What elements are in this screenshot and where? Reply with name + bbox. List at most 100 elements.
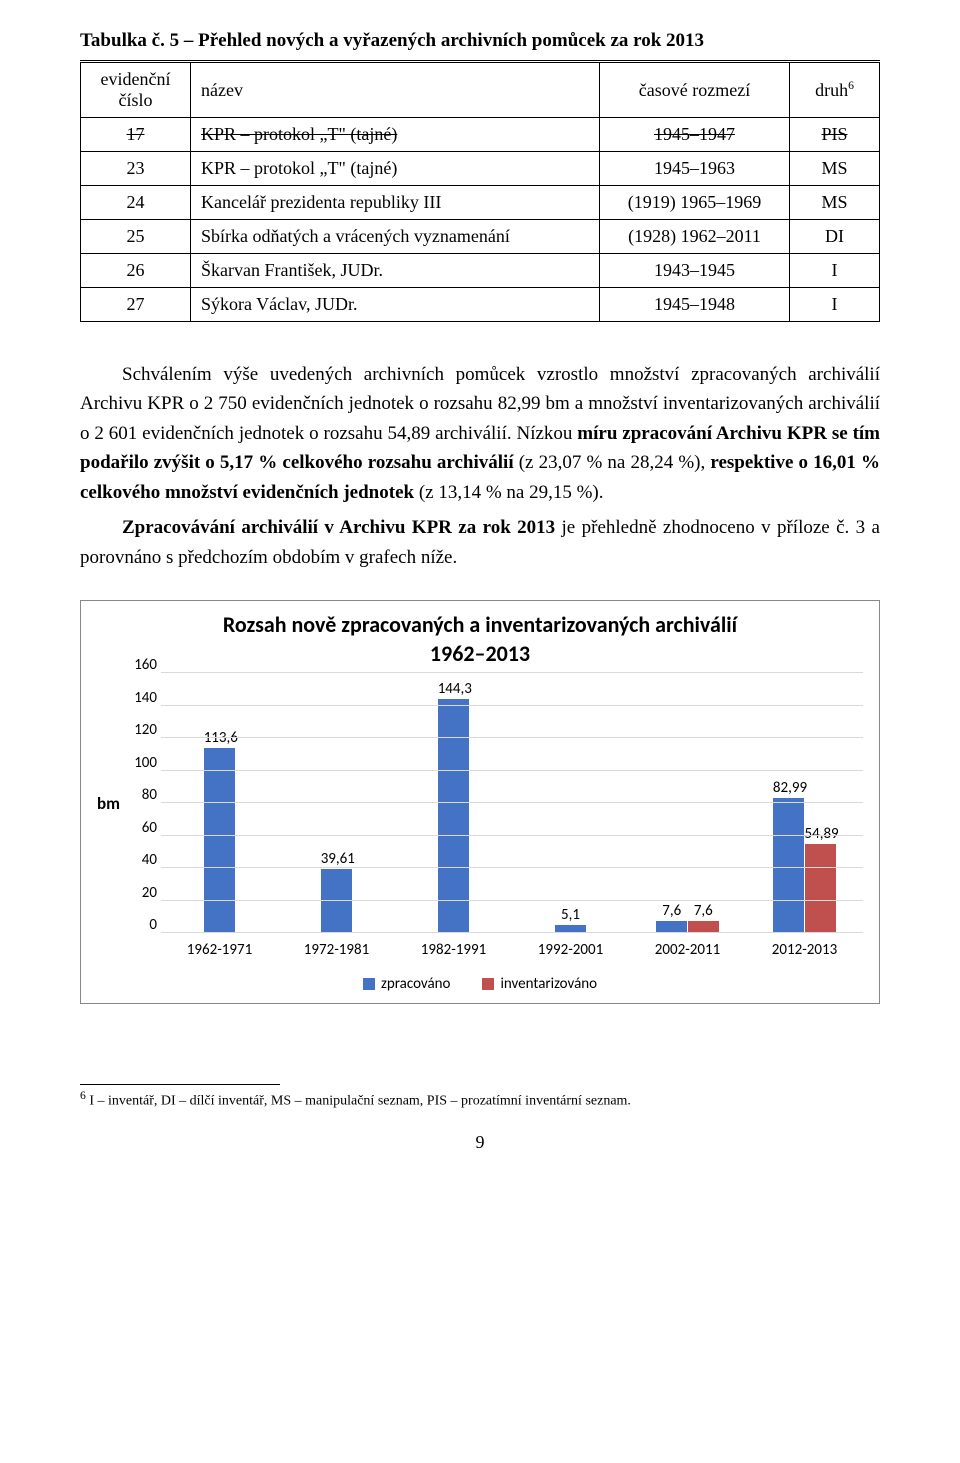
cell-time: (1928) 1962–2011 <box>600 220 790 254</box>
th-ev-line1: evidenční <box>101 69 171 89</box>
table-row: 23KPR – protokol „T" (tajné)1945–1963MS <box>81 152 880 186</box>
legend-label: inventarizováno <box>500 975 597 993</box>
gridline <box>161 737 863 738</box>
cell-name: Škarvan František, JUDr. <box>191 254 600 288</box>
legend-swatch <box>363 978 375 990</box>
table-row: 27Sýkora Václav, JUDr.1945–1948I <box>81 288 880 322</box>
chart-title: Rozsah nově zpracovaných a inventarizova… <box>97 611 863 638</box>
report-table: evidenční číslo název časové rozmezí dru… <box>80 60 880 322</box>
th-druh-label: druh <box>815 80 848 100</box>
x-tick-label: 1992-2001 <box>512 933 629 959</box>
bar: 82,99 <box>773 798 805 933</box>
bar: 39,61 <box>321 869 353 933</box>
bar-label: 7,6 <box>656 902 688 920</box>
legend-swatch <box>482 978 494 990</box>
bar-label: 5,1 <box>555 906 587 924</box>
legend-label: zpracováno <box>381 975 451 993</box>
cell-name: KPR – protokol „T" (tajné) <box>191 118 600 152</box>
legend-item: zpracováno <box>363 975 451 993</box>
cell-name: KPR – protokol „T" (tajné) <box>191 152 600 186</box>
footnote-text: I – inventář, DI – dílčí inventář, MS – … <box>86 1094 631 1109</box>
x-axis-labels: 1962-19711972-19811982-19911992-20012002… <box>161 933 863 959</box>
body-text-block: Schválením výše uvedených archivních pom… <box>80 360 880 572</box>
category: 113,6 <box>161 673 278 933</box>
cell-name: Sbírka odňatých a vrácených vyznamenání <box>191 220 600 254</box>
th-ev: evidenční číslo <box>81 62 191 118</box>
bar-label: 7,6 <box>688 902 720 920</box>
chart-area: bm 020406080100120140160 113,6 39,61 144,3… <box>97 673 863 933</box>
cell-time: 1945–1948 <box>600 288 790 322</box>
gridline <box>161 932 863 933</box>
category: 144,3 <box>395 673 512 933</box>
p2-a: Zpracovávání archiválií v Archivu KPR za… <box>122 517 555 538</box>
table-row: 25Sbírka odňatých a vrácených vyznamenán… <box>81 220 880 254</box>
cell-ev: 26 <box>81 254 191 288</box>
gridline <box>161 802 863 803</box>
cell-time: 1945–1947 <box>600 118 790 152</box>
th-time: časové rozmezí <box>600 62 790 118</box>
cell-time: 1945–1963 <box>600 152 790 186</box>
cell-druh: PIS <box>790 118 880 152</box>
category: 7,67,6 <box>629 673 746 933</box>
bar: 144,3 <box>438 699 470 933</box>
x-tick-label: 2012-2013 <box>746 933 863 959</box>
paragraph-1: Schválením výše uvedených archivních pom… <box>80 360 880 507</box>
p1-c: (z 23,07 % na 28,24 %), <box>514 452 711 473</box>
bars-layer: 113,639,61144,35,17,67,682,9954,89 <box>161 673 863 933</box>
bar-chart: Rozsah nově zpracovaných a inventarizova… <box>80 600 880 1004</box>
cell-druh: MS <box>790 186 880 220</box>
footnote-separator <box>80 1084 280 1085</box>
gridline <box>161 770 863 771</box>
table-row: 26Škarvan František, JUDr.1943–1945I <box>81 254 880 288</box>
legend-item: inventarizováno <box>482 975 597 993</box>
x-tick-label: 1972-1981 <box>278 933 395 959</box>
y-axis-labels: 020406080100120140160 <box>125 673 161 933</box>
cell-ev: 17 <box>81 118 191 152</box>
bar: 54,89 <box>805 844 837 933</box>
p1-e: (z 13,14 % na 29,15 %). <box>414 482 603 503</box>
x-tick-label: 1962-1971 <box>161 933 278 959</box>
paragraph-2: Zpracovávání archiválií v Archivu KPR za… <box>80 513 880 572</box>
bar-label: 82,99 <box>773 779 805 797</box>
chart-subtitle: 1962–2013 <box>97 640 863 667</box>
cell-ev: 25 <box>81 220 191 254</box>
table-row: 17KPR – protokol „T" (tajné)1945–1947PIS <box>81 118 880 152</box>
page-root: Tabulka č. 5 – Přehled nových a vyřazený… <box>0 0 960 1463</box>
th-name: název <box>191 62 600 118</box>
bar-label: 144,3 <box>438 680 470 698</box>
cell-name: Kancelář prezidenta republiky III <box>191 186 600 220</box>
th-druh-footnote: 6 <box>848 79 854 92</box>
cell-ev: 23 <box>81 152 191 186</box>
bar-label: 39,61 <box>321 850 353 868</box>
footnote: 6 I – inventář, DI – dílčí inventář, MS … <box>80 1089 880 1110</box>
y-axis-title: bm <box>97 793 125 814</box>
gridline <box>161 900 863 901</box>
x-tick-label: 2002-2011 <box>629 933 746 959</box>
bar-label: 113,6 <box>204 729 236 747</box>
table-caption: Tabulka č. 5 – Přehled nových a vyřazený… <box>80 30 880 52</box>
gridline <box>161 672 863 673</box>
bar: 113,6 <box>204 748 236 933</box>
gridline <box>161 705 863 706</box>
cell-ev: 24 <box>81 186 191 220</box>
cell-druh: I <box>790 288 880 322</box>
category: 5,1 <box>512 673 629 933</box>
x-tick-label: 1982-1991 <box>395 933 512 959</box>
cell-name: Sýkora Václav, JUDr. <box>191 288 600 322</box>
page-number: 9 <box>80 1132 880 1153</box>
th-druh: druh6 <box>790 62 880 118</box>
plot-region: 113,639,61144,35,17,67,682,9954,89 <box>161 673 863 933</box>
gridline <box>161 867 863 868</box>
cell-druh: I <box>790 254 880 288</box>
cell-ev: 27 <box>81 288 191 322</box>
cell-time: (1919) 1965–1969 <box>600 186 790 220</box>
chart-legend: zpracováno inventarizováno <box>97 975 863 995</box>
category: 82,9954,89 <box>746 673 863 933</box>
cell-druh: DI <box>790 220 880 254</box>
category: 39,61 <box>278 673 395 933</box>
gridline <box>161 835 863 836</box>
th-ev-line2: číslo <box>119 90 153 110</box>
table-header-row: evidenční číslo název časové rozmezí dru… <box>81 62 880 118</box>
cell-druh: MS <box>790 152 880 186</box>
cell-time: 1943–1945 <box>600 254 790 288</box>
